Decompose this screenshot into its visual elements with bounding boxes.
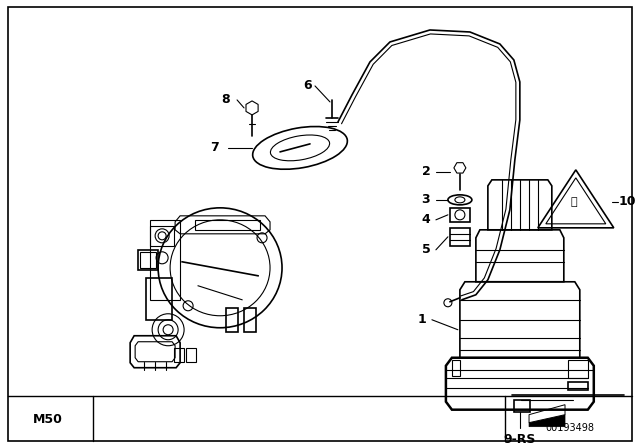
Text: 2: 2 [422,165,430,178]
Text: 4: 4 [422,213,430,226]
Text: 8: 8 [221,94,229,107]
Text: 10: 10 [619,195,637,208]
Bar [514,400,530,412]
Polygon shape [529,415,565,426]
Text: 人: 人 [570,197,577,207]
Bar [452,360,460,376]
Text: 00193498: 00193498 [545,422,594,433]
Text: 5: 5 [422,243,430,256]
Text: 3: 3 [422,194,430,207]
Bar [568,360,588,378]
Bar [174,348,184,362]
Bar [568,382,588,390]
Text: M50: M50 [33,413,63,426]
Bar [186,348,196,362]
Bar [226,308,238,332]
Polygon shape [529,405,565,422]
Text: 1: 1 [417,313,426,326]
Text: 6: 6 [303,79,312,92]
Text: 9-RS: 9-RS [504,433,536,446]
Text: 7: 7 [211,142,219,155]
Bar [450,228,470,246]
Bar [450,208,470,222]
Bar [244,308,256,332]
